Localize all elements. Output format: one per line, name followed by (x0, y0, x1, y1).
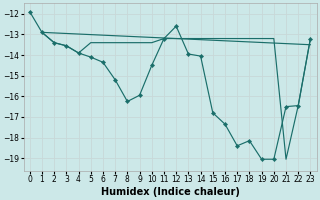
X-axis label: Humidex (Indice chaleur): Humidex (Indice chaleur) (101, 187, 240, 197)
